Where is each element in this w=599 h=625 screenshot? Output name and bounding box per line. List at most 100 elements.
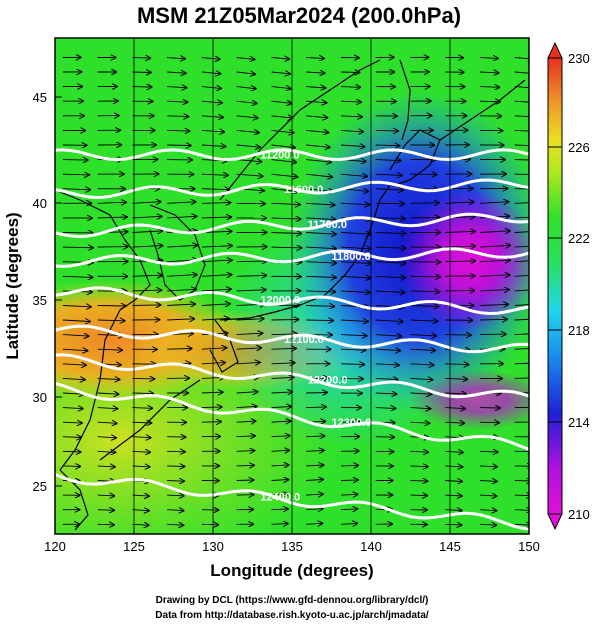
wind-arrow (236, 436, 255, 437)
wind-arrow (514, 245, 529, 248)
contour-label: 12400.0 (260, 492, 300, 504)
wind-arrow (271, 233, 302, 234)
wind-arrow (132, 437, 150, 438)
contour-label: 12200.0 (308, 375, 348, 387)
wind-arrow (62, 160, 88, 161)
wind-arrow (479, 101, 500, 102)
wind-arrow (271, 480, 289, 481)
wind-arrow (514, 159, 529, 161)
wind-arrow (514, 216, 529, 219)
wind-arrow (201, 87, 221, 89)
wind-arrow (340, 378, 363, 379)
contour-label: 11600.0 (284, 184, 323, 196)
wind-arrow (62, 451, 81, 452)
wind-arrow (375, 218, 405, 219)
wind-arrow (132, 216, 161, 218)
wind-arrow (62, 437, 81, 438)
wind-arrow (340, 349, 365, 350)
wind-arrow (445, 364, 468, 365)
wind-arrow (306, 480, 323, 481)
wind-arrow (271, 450, 290, 451)
wind-arrow (97, 510, 114, 511)
wind-arrow (62, 393, 84, 394)
wind-arrow (479, 202, 508, 204)
wind-arrow (340, 320, 368, 321)
wind-arrow (445, 422, 464, 423)
wind-arrow (375, 291, 405, 293)
wind-arrow (479, 481, 497, 482)
wind-arrow (167, 116, 188, 117)
wind-arrow (132, 524, 148, 525)
wind-arrow (271, 509, 288, 510)
y-tick-label: 40 (33, 196, 47, 211)
wind-arrow (97, 202, 126, 203)
colorbar-tick-label: 226 (568, 140, 590, 155)
wind-arrow (410, 364, 434, 365)
y-tick-label: 25 (33, 479, 47, 494)
wind-arrow (62, 422, 82, 423)
contour-label: 12300.0 (332, 417, 372, 429)
wind-arrow (306, 436, 324, 437)
wind-arrow (445, 378, 467, 379)
wind-arrow (479, 290, 509, 291)
wind-arrow (375, 174, 402, 175)
wind-arrow (410, 378, 433, 379)
wind-arrow (479, 334, 506, 335)
wind-arrow (132, 510, 148, 511)
wind-arrow (167, 510, 183, 511)
wind-arrow (236, 72, 255, 74)
wind-arrow (132, 202, 160, 204)
wind-arrow (479, 245, 510, 247)
wind-arrow (236, 319, 264, 320)
wind-arrow (306, 262, 336, 263)
contour-label: 11700.0 (308, 219, 347, 231)
wind-arrow (306, 233, 336, 235)
wind-arrow (167, 451, 185, 452)
wind-arrow (236, 421, 256, 422)
wind-arrow (340, 101, 361, 102)
wind-arrow (514, 318, 529, 321)
wind-arrow (271, 58, 290, 60)
y-tick-label: 35 (33, 293, 47, 308)
wind-arrow (271, 72, 290, 74)
wind-arrow (97, 466, 115, 467)
wind-arrow (514, 348, 529, 350)
wind-arrow (271, 465, 289, 466)
wind-arrow (375, 130, 398, 131)
wind-arrow (132, 275, 162, 276)
wind-arrow (201, 348, 226, 349)
wind-arrow (201, 289, 231, 291)
wind-arrow (410, 451, 429, 452)
wind-arrow (97, 217, 127, 218)
wind-arrow (340, 509, 357, 510)
wind-arrow (97, 306, 126, 307)
wind-arrow (97, 422, 117, 423)
wind-arrow (410, 320, 438, 321)
colorbar-tick-label: 230 (568, 51, 590, 66)
wind-arrow (132, 305, 160, 306)
wind-arrow (514, 231, 529, 233)
wind-arrow (236, 101, 257, 103)
wind-arrow (271, 218, 301, 219)
x-tick-label: 130 (202, 539, 224, 554)
wind-arrow (445, 335, 471, 336)
y-tick-label: 30 (33, 390, 47, 405)
wind-arrow (271, 320, 299, 321)
wind-arrow (375, 276, 406, 278)
wind-arrow (479, 304, 508, 305)
wind-arrow (514, 289, 529, 292)
wind-arrow (167, 319, 194, 320)
x-tick-label: 150 (518, 539, 540, 554)
wind-arrow (62, 335, 89, 337)
wind-arrow (132, 466, 149, 467)
wind-arrow (236, 116, 258, 118)
credit-drawing: Drawing by DCL (https://www.gfd-dennou.o… (156, 595, 429, 606)
graticule (133, 38, 451, 534)
wind-arrow (479, 260, 510, 262)
y-tick-label: 45 (33, 90, 47, 105)
wind-arrow (236, 362, 260, 363)
wind-arrow (514, 72, 529, 74)
wind-arrow (479, 510, 496, 511)
map-title: MSM 21Z05Mar2024 (200.0hPa) (137, 3, 461, 28)
wind-arrow (271, 334, 298, 335)
